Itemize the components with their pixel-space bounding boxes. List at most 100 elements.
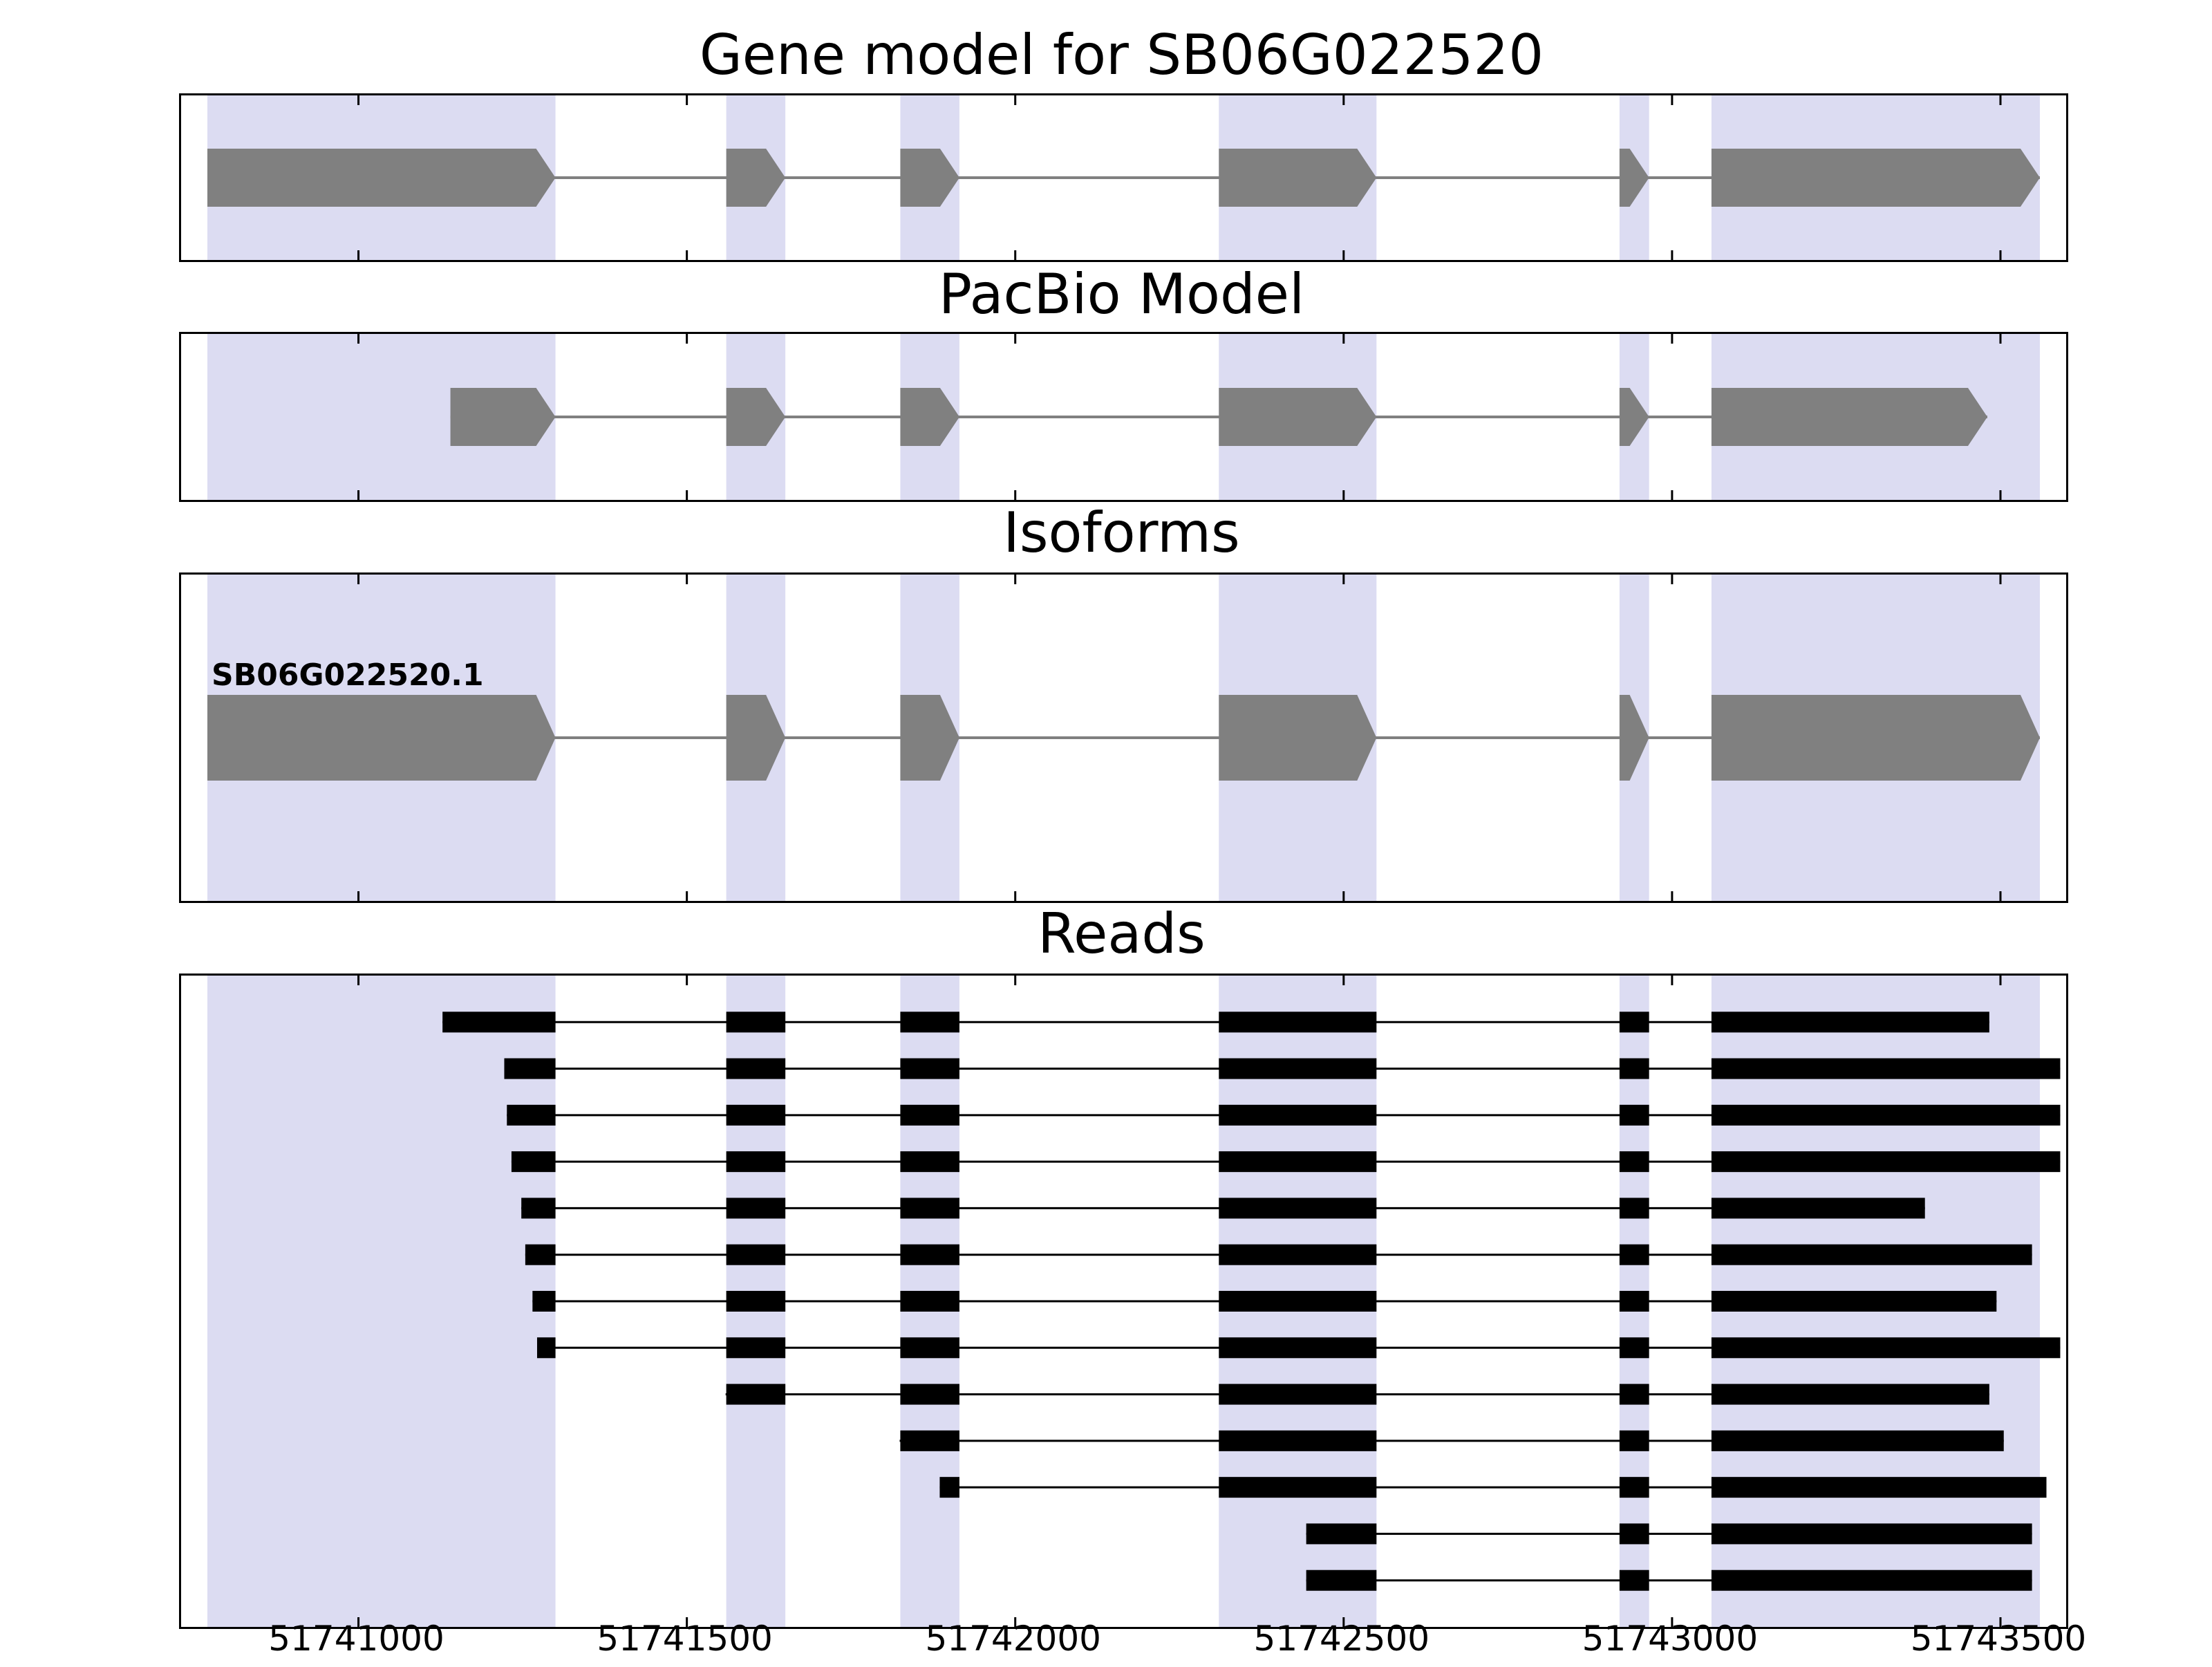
isoform-exon xyxy=(1619,695,1649,781)
gene-model-exon xyxy=(1619,149,1649,207)
read-block xyxy=(726,1151,786,1173)
read-block xyxy=(726,1384,786,1405)
read-block xyxy=(1711,1477,2047,1498)
read-block xyxy=(1219,1430,1377,1451)
gene-model-exon xyxy=(726,149,786,207)
read-block xyxy=(536,1337,556,1359)
read-block xyxy=(1306,1523,1377,1545)
read-block xyxy=(1219,1291,1377,1312)
pacbio-model-exon xyxy=(1711,388,1987,446)
read-block xyxy=(726,1058,786,1079)
read-block xyxy=(1711,1198,1925,1219)
isoform-exon xyxy=(1219,695,1377,781)
x-tick-label: 51742500 xyxy=(1253,1619,1430,1659)
read-block xyxy=(900,1198,959,1219)
read-block xyxy=(939,1477,959,1498)
read-block xyxy=(504,1058,556,1079)
read-block xyxy=(726,1104,786,1126)
read-block xyxy=(525,1244,556,1265)
read-block xyxy=(1619,1384,1649,1405)
x-tick-label: 51743500 xyxy=(1910,1619,2087,1659)
read-block xyxy=(1219,1104,1377,1126)
x-tick-label: 51742000 xyxy=(925,1619,1101,1659)
read-block xyxy=(1219,1198,1377,1219)
read-block xyxy=(1219,1244,1377,1265)
pacbio-model-exon xyxy=(1619,388,1649,446)
isoform-exon xyxy=(1711,695,2040,781)
read-block xyxy=(1711,1291,1997,1312)
read-block xyxy=(1619,1058,1649,1079)
x-tick-label: 51741000 xyxy=(268,1619,444,1659)
pacbio-model-exon xyxy=(900,388,959,446)
read-block xyxy=(1619,1012,1649,1033)
read-block xyxy=(521,1198,556,1219)
read-block xyxy=(900,1244,959,1265)
isoforms-panel: SB06G022520.1 xyxy=(179,572,2068,903)
read-block xyxy=(1711,1244,2032,1265)
read-block xyxy=(900,1384,959,1405)
gene-model-exon xyxy=(900,149,959,207)
read-block xyxy=(900,1012,959,1033)
read-block xyxy=(1619,1337,1649,1359)
read-block xyxy=(1219,1012,1377,1033)
isoforms-title: Isoforms xyxy=(1003,501,1240,565)
pacbio-title: PacBio Model xyxy=(938,262,1305,326)
exon-highlight-band xyxy=(207,976,556,1627)
gene-model-title: Gene model for SB06G022520 xyxy=(699,23,1544,87)
pacbio-model-exon xyxy=(726,388,786,446)
read-block xyxy=(900,1337,959,1359)
reads-title: Reads xyxy=(1038,902,1206,966)
read-block xyxy=(1711,1058,2061,1079)
read-block xyxy=(1711,1430,2004,1451)
isoform-exon xyxy=(207,695,556,781)
read-block xyxy=(1619,1198,1649,1219)
read-block xyxy=(726,1291,786,1312)
read-block xyxy=(1219,1151,1377,1173)
read-block xyxy=(532,1291,556,1312)
gene-model-exon xyxy=(1219,149,1377,207)
read-block xyxy=(1711,1337,2061,1359)
pacbio-model-exon xyxy=(450,388,556,446)
pacbio-model-exon xyxy=(1219,388,1377,446)
read-block xyxy=(1711,1104,2061,1126)
read-block xyxy=(1219,1384,1377,1405)
read-block xyxy=(726,1244,786,1265)
read-block xyxy=(1619,1477,1649,1498)
read-block xyxy=(1619,1104,1649,1126)
read-block xyxy=(1619,1291,1649,1312)
x-axis: 51741000 51741500 51742000 51742500 51743000… xyxy=(0,1619,2212,1667)
read-block xyxy=(1219,1337,1377,1359)
read-block xyxy=(1219,1477,1377,1498)
read-block xyxy=(1711,1384,1989,1405)
gene-model-exon xyxy=(1711,149,2040,207)
read-block xyxy=(442,1012,556,1033)
read-block xyxy=(1711,1151,2061,1173)
read-block xyxy=(1619,1523,1649,1545)
read-block xyxy=(1711,1012,1989,1033)
read-block xyxy=(900,1058,959,1079)
isoform-exon xyxy=(726,695,786,781)
read-block xyxy=(511,1151,556,1173)
read-block xyxy=(900,1430,959,1451)
read-block xyxy=(1619,1244,1649,1265)
isoform-exon xyxy=(900,695,959,781)
read-block xyxy=(1219,1058,1377,1079)
read-block xyxy=(900,1291,959,1312)
read-block xyxy=(1711,1570,2032,1591)
x-tick-label: 51741500 xyxy=(597,1619,773,1659)
read-block xyxy=(1619,1151,1649,1173)
read-block xyxy=(900,1104,959,1126)
read-block xyxy=(726,1337,786,1359)
read-block xyxy=(726,1198,786,1219)
read-block xyxy=(726,1012,786,1033)
isoform-label: SB06G022520.1 xyxy=(212,658,484,693)
gene-model-exon xyxy=(207,149,556,207)
read-block xyxy=(1619,1570,1649,1591)
read-block xyxy=(1619,1430,1649,1451)
read-block xyxy=(1711,1523,2032,1545)
pacbio-model-panel xyxy=(179,332,2068,502)
read-block xyxy=(507,1104,556,1126)
read-block xyxy=(1306,1570,1377,1591)
read-block xyxy=(900,1151,959,1173)
x-tick-label: 51743000 xyxy=(1582,1619,1759,1659)
